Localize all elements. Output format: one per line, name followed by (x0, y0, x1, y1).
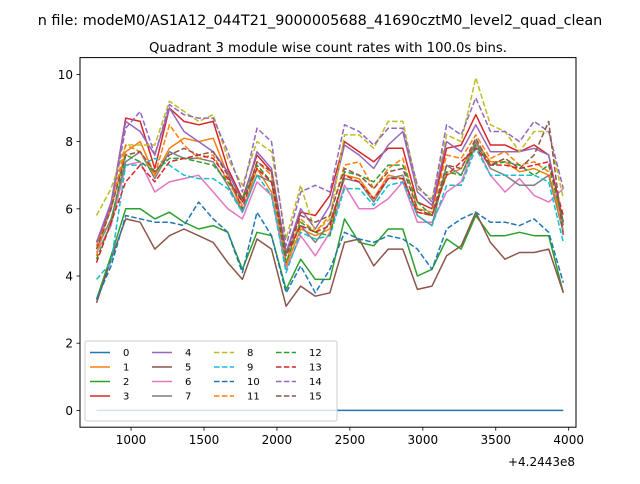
x-tick-label: 2000 (262, 433, 293, 447)
x-offset-text: +4.2443e8 (508, 455, 575, 469)
legend-label-13: 13 (309, 363, 322, 374)
x-tick-label: 2500 (335, 433, 366, 447)
series-line-8 (95, 77, 565, 240)
legend-label-0: 0 (123, 348, 129, 359)
plot-frame (79, 57, 577, 428)
x-tick-label: 1000 (116, 433, 147, 447)
legend-label-9: 9 (247, 363, 253, 374)
legend-box (84, 340, 338, 422)
series-line-5 (95, 211, 565, 307)
legend-label-5: 5 (185, 363, 191, 374)
x-tick-label: 3500 (480, 433, 511, 447)
legend-label-4: 4 (185, 348, 191, 359)
legend-label-14: 14 (309, 377, 322, 388)
x-tick-label: 3000 (408, 433, 439, 447)
x-tick-label: 4000 (553, 433, 584, 447)
series-line-12 (95, 144, 565, 264)
y-tick-label: 2 (65, 337, 73, 351)
legend-label-10: 10 (247, 377, 260, 388)
series-line-13 (95, 147, 565, 263)
y-tick-label: 10 (58, 68, 73, 82)
chart-title: Quadrant 3 module wise count rates with … (149, 41, 507, 56)
figure-suptitle: n file: modeM0/AS1A12_044T21_9000005688_… (38, 13, 603, 29)
legend-label-15: 15 (309, 392, 322, 403)
legend-label-3: 3 (123, 392, 129, 403)
legend-label-2: 2 (123, 377, 129, 388)
y-tick-label: 4 (65, 270, 73, 284)
legend-label-1: 1 (123, 363, 129, 374)
series-line-3 (95, 107, 565, 254)
y-tick-label: 0 (65, 404, 73, 418)
series-line-10 (95, 201, 565, 300)
series-line-15 (95, 120, 565, 257)
y-tick-label: 6 (65, 202, 73, 216)
legend-label-11: 11 (247, 392, 260, 403)
series-line-4 (95, 107, 565, 254)
legend-label-7: 7 (185, 392, 191, 403)
y-tick-label: 8 (65, 135, 73, 149)
series-line-14 (95, 97, 565, 247)
legend-label-8: 8 (247, 348, 253, 359)
legend-label-12: 12 (309, 348, 322, 359)
x-tick-label: 1500 (189, 433, 220, 447)
legend-label-6: 6 (185, 377, 191, 388)
series-line-2 (95, 208, 565, 300)
